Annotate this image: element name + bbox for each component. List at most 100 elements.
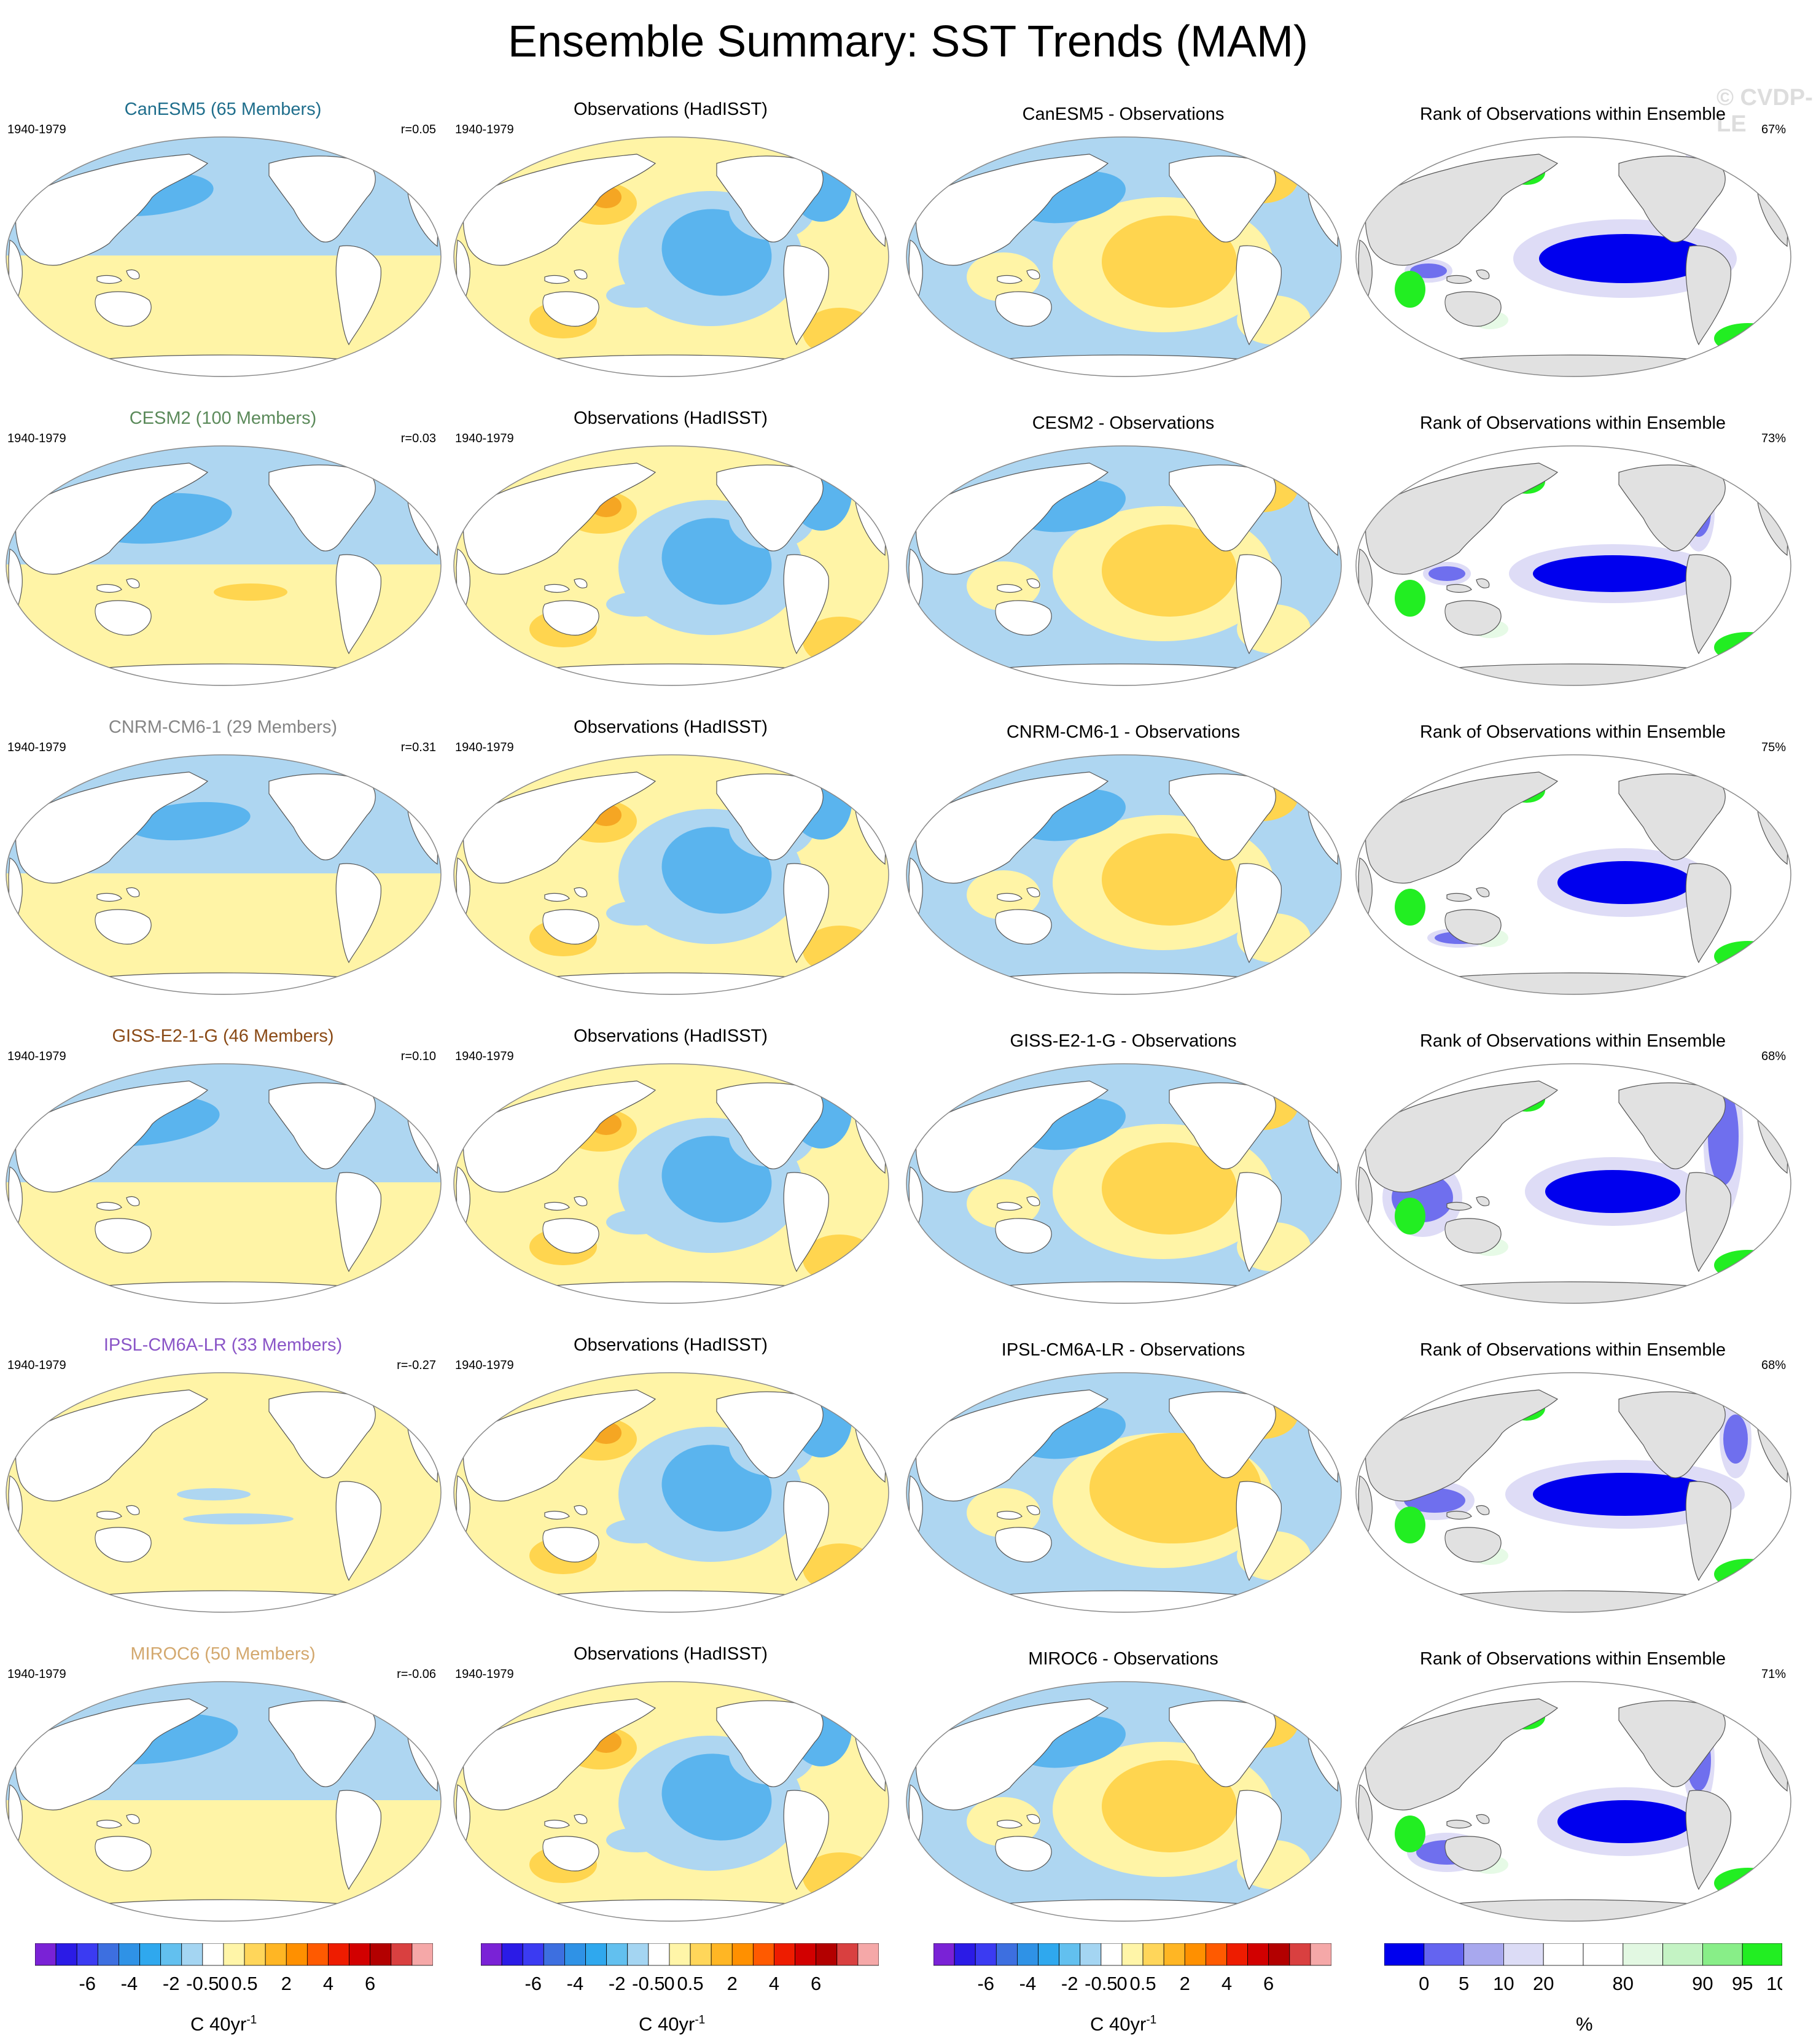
pattern-correlation: r=0.03 xyxy=(400,432,436,445)
map-rank xyxy=(1355,1372,1791,1613)
pattern-correlation: r=0.10 xyxy=(400,1050,436,1063)
rank-title: Rank of Observations within Ensemble xyxy=(1419,1649,1726,1669)
colorbar-swatch xyxy=(795,1943,817,1966)
diff-title: CanESM5 - Observations xyxy=(1022,104,1225,124)
colorbar-swatch xyxy=(286,1943,308,1966)
colorbar-swatch xyxy=(76,1943,98,1966)
map-obs xyxy=(453,136,889,377)
watermark: © CVDP-LE xyxy=(1717,85,1813,137)
colorbar-tick-label: -4 xyxy=(121,1973,138,1994)
colorbar-swatch xyxy=(202,1943,224,1966)
colorbar-swatch xyxy=(1702,1943,1743,1966)
colorbar-swatch xyxy=(1503,1943,1544,1966)
colorbar-swatch xyxy=(391,1943,413,1966)
colorbar-tick-label: -4 xyxy=(1019,1973,1037,1994)
colorbar-tick-label: -0.5 xyxy=(186,1973,219,1994)
obs-title: Observations (HadISST) xyxy=(574,1026,768,1046)
rank-percent: 73% xyxy=(1761,432,1786,445)
colorbar-swatch xyxy=(1017,1943,1039,1966)
panel-obs-row5: Observations (HadISST) 1940-1979 xyxy=(448,1319,894,1613)
colorbar-swatch xyxy=(1289,1943,1311,1966)
colorbar-swatch xyxy=(627,1943,649,1966)
colorbar-unit-obs: C 40yr-1 xyxy=(639,2013,706,2035)
diff-title: CESM2 - Observations xyxy=(1032,413,1215,433)
map-model xyxy=(6,1063,442,1304)
colorbar-swatch xyxy=(1268,1943,1290,1966)
colorbar-tick-label: 0.5 xyxy=(231,1973,257,1994)
panel-diff-row2: CESM2 - Observations xyxy=(900,392,1346,687)
colorbar-swatch xyxy=(543,1943,565,1966)
map-rank xyxy=(1355,1681,1791,1922)
colorbar-swatch xyxy=(1247,1943,1269,1966)
diff-title: IPSL-CM6A-LR - Observations xyxy=(1001,1340,1245,1360)
colorbar-swatch xyxy=(1038,1943,1060,1966)
colorbar-tick-label: 0.5 xyxy=(1129,1973,1156,1994)
colorbar-swatch xyxy=(1163,1943,1185,1966)
colorbar-tick-label: 5 xyxy=(1459,1973,1469,1994)
panel-model-row1: CanESM5 (65 Members) 1940-1979 r=0.05 xyxy=(0,83,446,378)
colorbar-swatch xyxy=(1583,1943,1624,1966)
colorbar-swatch xyxy=(265,1943,287,1966)
diff-title: CNRM-CM6-1 - Observations xyxy=(1006,722,1241,742)
colorbar-swatch xyxy=(996,1943,1018,1966)
panel-diff-row3: CNRM-CM6-1 - Observations xyxy=(900,701,1346,996)
colorbar-tick-label: 4 xyxy=(1222,1973,1232,1994)
colorbar-tick-label: -0.5 xyxy=(1085,1973,1117,1994)
pattern-correlation: r=-0.06 xyxy=(397,1668,436,1681)
panel-model-row3: CNRM-CM6-1 (29 Members) 1940-1979 r=0.31 xyxy=(0,701,446,996)
map-rank xyxy=(1355,136,1791,377)
obs-title: Observations (HadISST) xyxy=(574,99,768,119)
rank-percent: 75% xyxy=(1761,741,1786,754)
colorbar-swatch xyxy=(585,1943,607,1966)
rank-title: Rank of Observations within Ensemble xyxy=(1419,1340,1726,1360)
colorbar-tick-label: -6 xyxy=(977,1973,994,1994)
colorbar-tick-label: 6 xyxy=(1263,1973,1274,1994)
colorbar-tick-label: 100 xyxy=(1766,1973,1782,1994)
map-rank xyxy=(1355,1063,1791,1304)
colorbar-swatch xyxy=(160,1943,182,1966)
rank-title: Rank of Observations within Ensemble xyxy=(1419,104,1726,124)
map-obs xyxy=(453,1372,889,1613)
colorbar-unit-diff: C 40yr-1 xyxy=(1090,2013,1157,2035)
colorbar-swatch xyxy=(35,1943,57,1966)
colorbar-swatch xyxy=(501,1943,523,1966)
colorbar-swatch xyxy=(857,1943,879,1966)
panel-model-row2: CESM2 (100 Members) 1940-1979 r=0.03 xyxy=(0,392,446,687)
model-title: CanESM5 (65 Members) xyxy=(124,99,322,119)
colorbar-rank: 0 5 10 20 80 90 95 100 xyxy=(1384,1943,1782,1994)
panel-obs-row3: Observations (HadISST) 1940-1979 xyxy=(448,701,894,996)
panel-obs-row6: Observations (HadISST) 1940-1979 xyxy=(448,1628,894,1922)
map-diff xyxy=(906,136,1342,377)
colorbar-tick-label: 0 xyxy=(218,1973,228,1994)
rank-title: Rank of Observations within Ensemble xyxy=(1419,413,1726,433)
period-label: 1940-1979 xyxy=(455,1668,514,1681)
colorbar-swatch xyxy=(711,1943,733,1966)
colorbar-unit-rank: % xyxy=(1576,2013,1593,2035)
map-diff xyxy=(906,754,1342,995)
colorbar-swatch xyxy=(1184,1943,1206,1966)
model-title: IPSL-CM6A-LR (33 Members) xyxy=(103,1335,343,1355)
colorbar-swatch xyxy=(411,1943,433,1966)
colorbar-swatch xyxy=(1059,1943,1081,1966)
map-diff xyxy=(906,445,1342,686)
colorbar-tick-label: -0.5 xyxy=(632,1973,664,1994)
colorbar-tick-label: 2 xyxy=(281,1973,292,1994)
colorbar-tick-label: 80 xyxy=(1613,1973,1634,1994)
colorbar-tick-label: -2 xyxy=(163,1973,180,1994)
panel-diff-row6: MIROC6 - Observations xyxy=(900,1628,1346,1922)
colorbar-swatch xyxy=(306,1943,329,1966)
colorbar-obs: -6 -4 -2 -0.50 0.5 2 4 6 xyxy=(481,1943,879,1994)
colorbar-swatch xyxy=(55,1943,77,1966)
period-label: 1940-1979 xyxy=(7,1050,66,1063)
period-label: 1940-1979 xyxy=(455,123,514,136)
pattern-correlation: r=0.31 xyxy=(400,741,436,754)
obs-title: Observations (HadISST) xyxy=(574,408,768,428)
colorbar-tick-label: 0 xyxy=(1419,1973,1429,1994)
model-title: GISS-E2-1-G (46 Members) xyxy=(112,1026,334,1046)
colorbar-swatch xyxy=(690,1943,712,1966)
colorbar-tick-label: -6 xyxy=(79,1973,96,1994)
rank-title: Rank of Observations within Ensemble xyxy=(1419,1031,1726,1051)
map-rank xyxy=(1355,445,1791,686)
map-diff xyxy=(906,1372,1342,1613)
figure-title: Ensemble Summary: SST Trends (MAM) xyxy=(508,17,1308,66)
